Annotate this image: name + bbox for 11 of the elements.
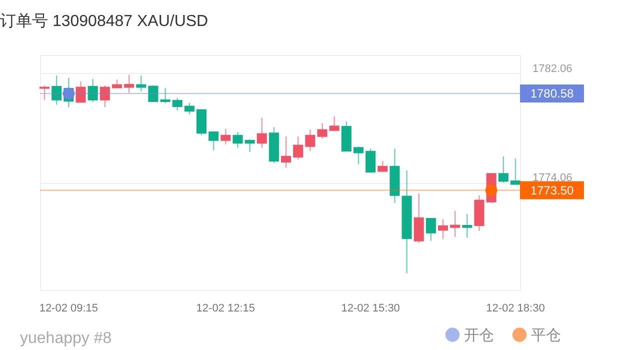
x-tick-label: 12-02 18:30 xyxy=(486,302,545,314)
legend-label: 开仓 xyxy=(464,326,494,344)
x-tick-label: 12-02 12:15 xyxy=(196,302,256,314)
y-tick-label: 1782.06 xyxy=(532,62,572,75)
text: yuehappy #8 xyxy=(20,330,112,347)
ref-line-label: 1780.58 xyxy=(530,86,574,101)
legend-label: 平仓 xyxy=(531,326,561,344)
x-tick-label: 12-02 09:15 xyxy=(39,302,98,314)
chart-title: 订单号 130908487 XAU/USD xyxy=(0,12,208,30)
x-tick-label: 12-02 15:30 xyxy=(341,302,400,314)
ref-line-label: 1773.50 xyxy=(530,183,574,198)
